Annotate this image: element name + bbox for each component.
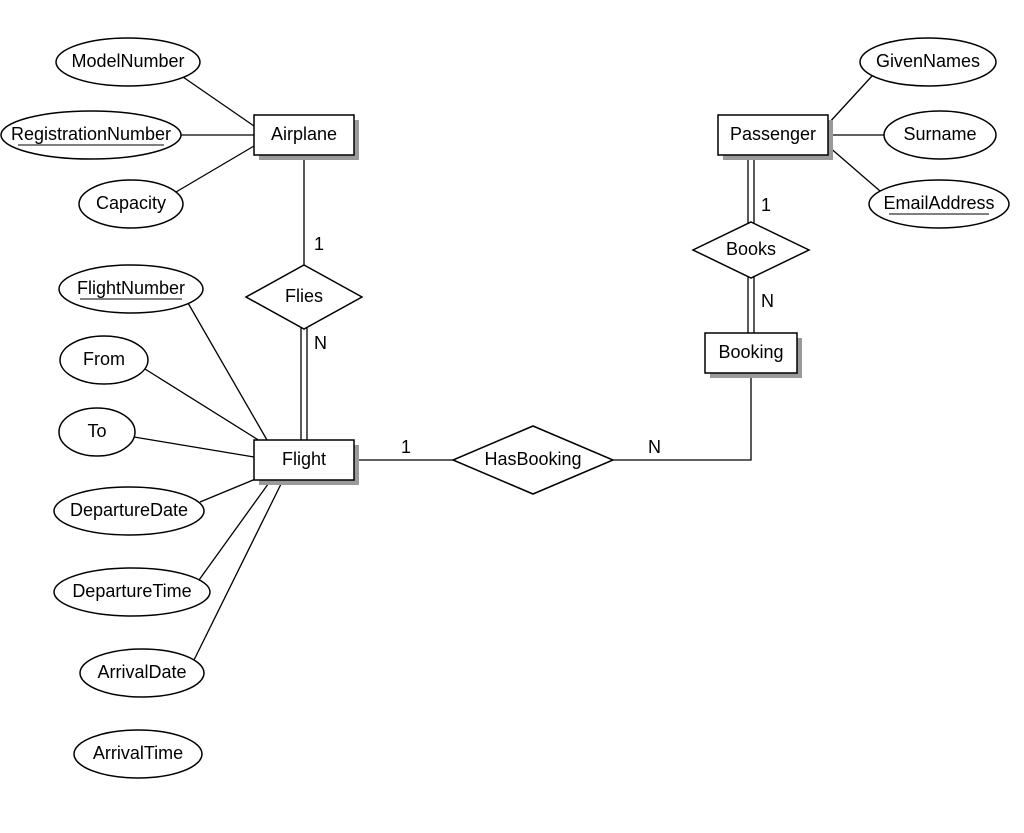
edge-arrivaldate-flight: [194, 480, 283, 660]
attr-departuretime: DepartureTime: [54, 568, 210, 616]
edge-departuredate-flight: [200, 478, 258, 502]
attr-from: From: [60, 336, 148, 384]
edge-modelnumber-airplane: [183, 77, 254, 126]
entity-booking: Booking: [705, 333, 802, 378]
edge-departuretime-flight: [199, 480, 271, 580]
edge-givennames-passenger: [828, 76, 872, 124]
card-passenger-books: 1: [761, 195, 771, 215]
svg-text:Surname: Surname: [903, 124, 976, 144]
svg-text:ModelNumber: ModelNumber: [71, 51, 184, 71]
attr-registrationnumber: RegistrationNumber: [1, 111, 181, 159]
svg-text:GivenNames: GivenNames: [876, 51, 980, 71]
svg-text:Passenger: Passenger: [730, 124, 816, 144]
svg-text:Booking: Booking: [718, 342, 783, 362]
attr-givennames: GivenNames: [860, 38, 996, 86]
card-flies-flight: N: [314, 333, 327, 353]
card-airplane-flies: 1: [314, 234, 324, 254]
svg-text:Books: Books: [726, 239, 776, 259]
svg-text:To: To: [87, 421, 106, 441]
svg-text:Capacity: Capacity: [96, 193, 166, 213]
entity-passenger: Passenger: [718, 115, 833, 160]
attr-surname: Surname: [884, 111, 996, 159]
svg-text:Flies: Flies: [285, 286, 323, 306]
rel-books: Books: [693, 222, 809, 278]
edge-hasbooking-booking: [611, 373, 751, 460]
rel-hasbooking: HasBooking: [453, 426, 613, 494]
entity-flight: Flight: [254, 440, 359, 485]
attr-departuredate: DepartureDate: [54, 487, 204, 535]
attr-to: To: [59, 408, 135, 456]
card-hasbooking-booking: N: [648, 437, 661, 457]
attr-emailaddress: EmailAddress: [869, 180, 1009, 228]
card-flight-hasbooking: 1: [401, 437, 411, 457]
svg-text:ArrivalTime: ArrivalTime: [93, 743, 183, 763]
attr-modelnumber: ModelNumber: [56, 38, 200, 86]
svg-text:EmailAddress: EmailAddress: [883, 193, 994, 213]
card-books-booking: N: [761, 291, 774, 311]
edge-capacity-airplane: [176, 146, 254, 192]
edge-emailaddress-passenger: [828, 146, 880, 191]
edge-to-flight: [134, 437, 254, 457]
svg-text:Airplane: Airplane: [271, 124, 337, 144]
attr-arrivaldate: ArrivalDate: [80, 649, 204, 697]
svg-text:Flight: Flight: [282, 449, 326, 469]
attr-flightnumber: FlightNumber: [59, 265, 203, 313]
er-diagram: 1 N 1 N 1 N ModelNumber RegistrationNumb…: [0, 0, 1024, 833]
edge-flightnumber-flight: [188, 303, 267, 440]
svg-text:ArrivalDate: ArrivalDate: [97, 662, 186, 682]
edge-from-flight: [145, 369, 260, 441]
entity-airplane: Airplane: [254, 115, 359, 160]
attr-capacity: Capacity: [79, 180, 183, 228]
rel-flies: Flies: [246, 265, 362, 329]
svg-text:HasBooking: HasBooking: [484, 449, 581, 469]
svg-text:From: From: [83, 349, 125, 369]
svg-text:FlightNumber: FlightNumber: [77, 278, 185, 298]
svg-text:DepartureDate: DepartureDate: [70, 500, 188, 520]
svg-text:RegistrationNumber: RegistrationNumber: [11, 124, 171, 144]
attr-arrivaltime: ArrivalTime: [74, 730, 202, 778]
svg-text:DepartureTime: DepartureTime: [72, 581, 191, 601]
